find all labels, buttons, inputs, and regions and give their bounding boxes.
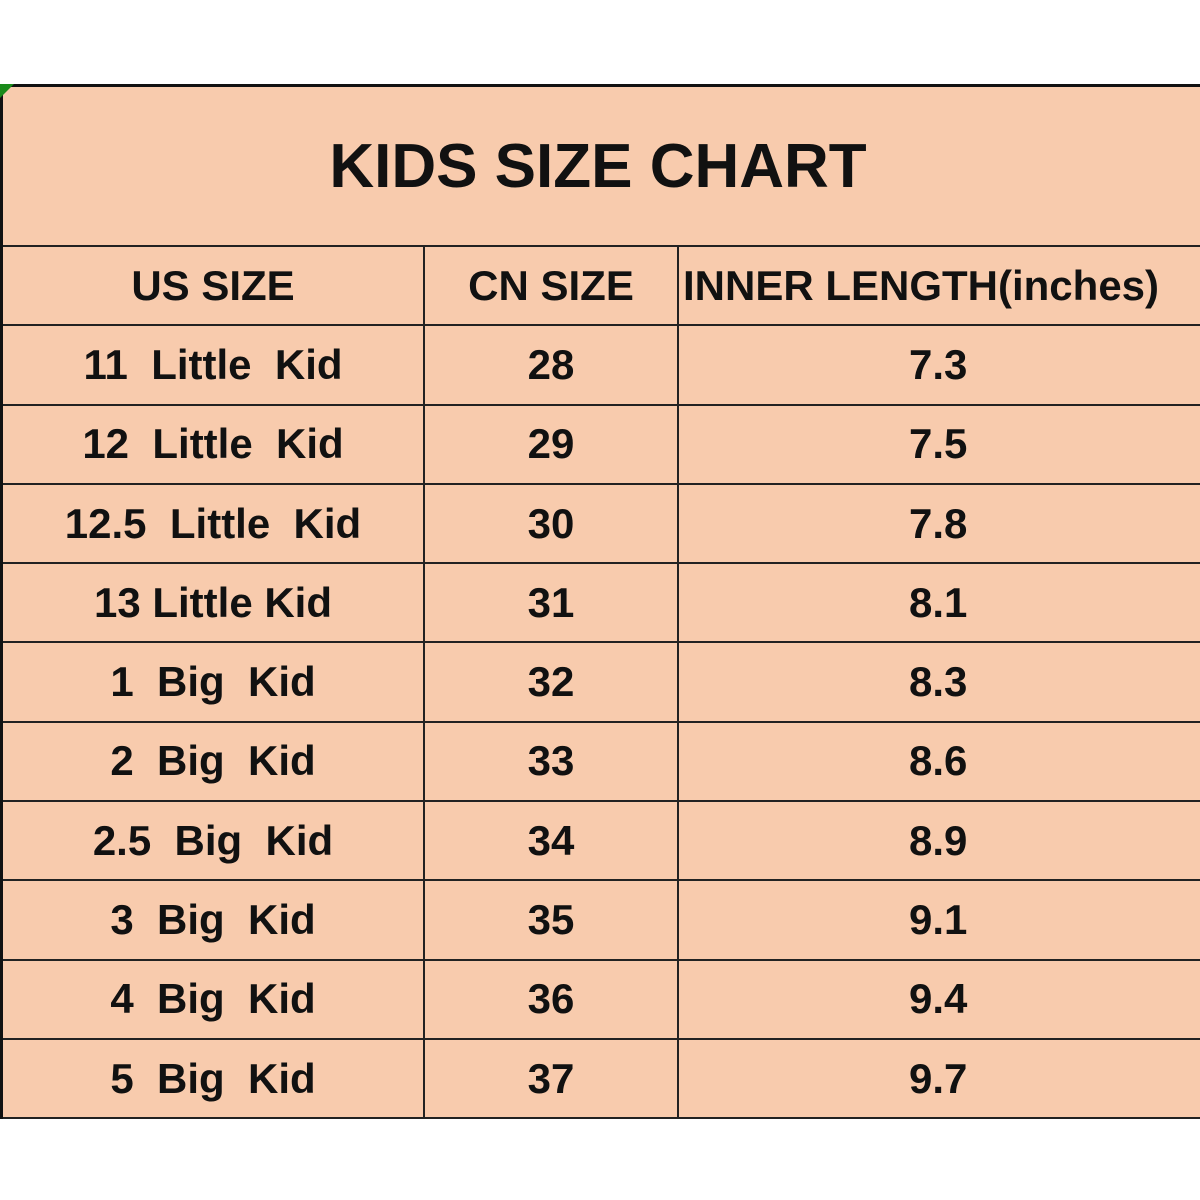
chart-title: KIDS SIZE CHART: [3, 87, 1200, 247]
cn-size-cell: 30: [425, 484, 679, 563]
us-size-cell: 11 Little Kid: [3, 326, 425, 404]
cn-size-cell: 33: [425, 722, 679, 801]
table-row: 13 Little Kid 31 8.1: [3, 564, 1200, 644]
inner-length-cell: 8.9: [909, 816, 968, 864]
cn-size-cell: 37: [425, 1039, 679, 1118]
us-size-cell: 1 Big Kid: [3, 643, 425, 721]
us-size-cell: 2.5 Big Kid: [3, 802, 425, 880]
inner-length-cell: 9.1: [909, 896, 968, 944]
size-chart-table: KIDS SIZE CHART US SIZE CN SIZE INNER LE…: [0, 84, 1200, 1120]
inner-length-cell: 7.8: [909, 499, 968, 547]
table-row: 3 Big Kid 35 9.1: [3, 881, 1200, 961]
us-size-cell: 4 Big Kid: [3, 960, 425, 1038]
us-size-cell: 13 Little Kid: [3, 564, 425, 642]
table-row: 12.5 Little Kid 30 7.8: [3, 484, 1200, 565]
table-row: 5 Big Kid 37 9.7: [3, 1039, 1200, 1120]
header-cn-size: CN SIZE: [425, 247, 679, 325]
us-size-cell: 12 Little Kid: [3, 405, 425, 483]
inner-length-cell: 8.1: [909, 578, 968, 626]
inner-length-cell: 9.4: [909, 975, 968, 1023]
header-inner-length: INNER LENGTH(inches): [683, 261, 1160, 309]
inner-length-cell: 7.3: [909, 340, 968, 388]
table-row: 11 Little Kid 28 7.3: [3, 326, 1200, 406]
table-row: 1 Big Kid 32 8.3: [3, 643, 1200, 723]
cn-size-cell: 32: [425, 643, 679, 721]
cn-size-cell: 31: [425, 564, 679, 642]
table-row: 2.5 Big Kid 34 8.9: [3, 802, 1200, 882]
table-row: 4 Big Kid 36 9.4: [3, 960, 1200, 1040]
us-size-cell: 5 Big Kid: [3, 1039, 425, 1118]
cn-size-cell: 36: [425, 960, 679, 1038]
cn-size-cell: 28: [425, 326, 679, 404]
inner-length-cell: 9.7: [909, 1054, 968, 1102]
cn-size-cell: 34: [425, 802, 679, 880]
cn-size-cell: 29: [425, 405, 679, 483]
us-size-cell: 3 Big Kid: [3, 881, 425, 959]
table-row: 2 Big Kid 33 8.6: [3, 722, 1200, 803]
inner-length-cell: 8.6: [909, 737, 968, 785]
inner-length-cell: 8.3: [909, 658, 968, 706]
us-size-cell: 12.5 Little Kid: [3, 484, 425, 563]
inner-length-cell: 7.5: [909, 420, 968, 468]
header-row: US SIZE CN SIZE INNER LENGTH(inches): [3, 247, 1200, 327]
cn-size-cell: 35: [425, 881, 679, 959]
cell-selection-marker: [0, 84, 14, 98]
us-size-cell: 2 Big Kid: [3, 722, 425, 801]
header-us-size: US SIZE: [3, 247, 425, 325]
table-row: 12 Little Kid 29 7.5: [3, 405, 1200, 485]
